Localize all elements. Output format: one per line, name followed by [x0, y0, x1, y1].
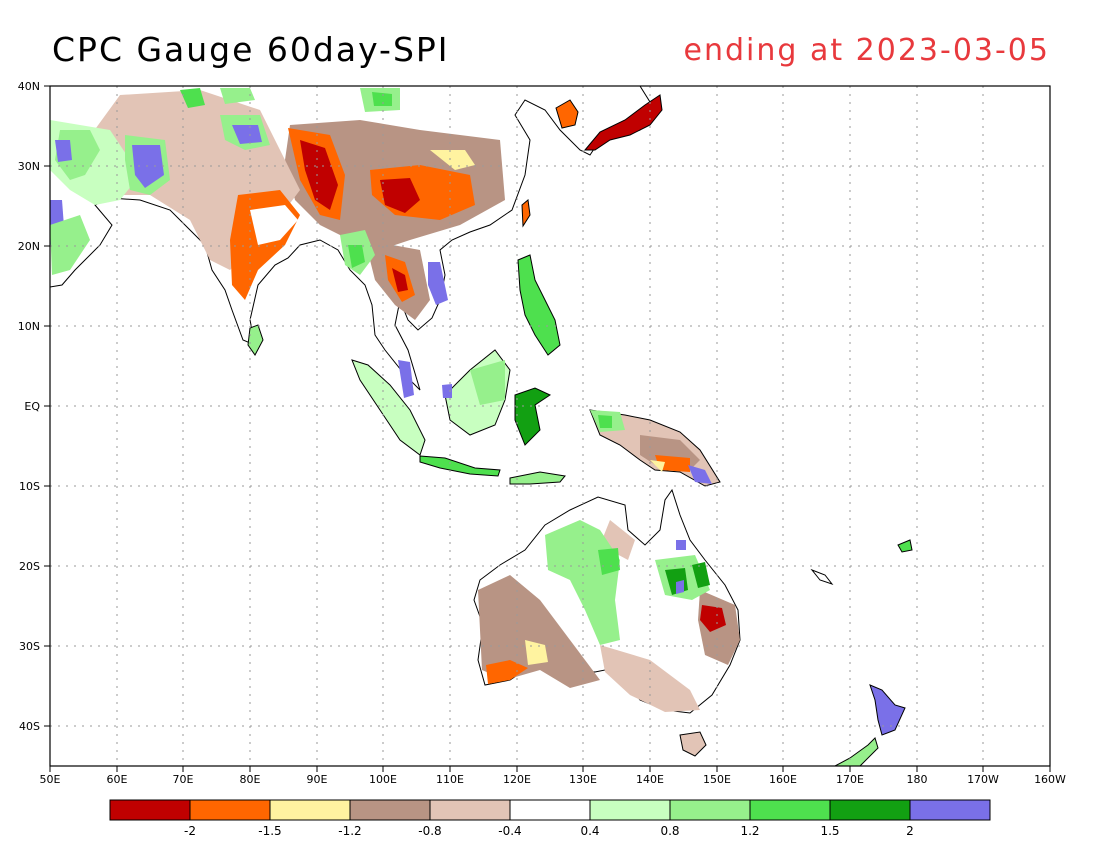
colorbar-swatch — [269, 799, 351, 821]
lon-label: 50E — [40, 773, 61, 786]
colorbar-label: 0.8 — [660, 824, 679, 838]
colorbar-label: 1.5 — [820, 824, 839, 838]
colorbar-label: 1.2 — [740, 824, 759, 838]
lat-label: 40N — [18, 80, 40, 93]
lon-labels: 50E 60E 70E 80E 90E 100E 110E 120E 130E … — [40, 773, 1067, 786]
lon-label: 140E — [636, 773, 664, 786]
lat-label: EQ — [24, 400, 40, 413]
sulawesi-land — [514, 387, 552, 446]
lat-labels: 40N 30N 20N 10N EQ 10S 20S 30S 40S — [18, 80, 41, 733]
colorbar-swatch — [429, 799, 511, 821]
lon-label: 170W — [967, 773, 999, 786]
lon-label: 150E — [703, 773, 731, 786]
lat-label: 30S — [19, 640, 40, 653]
lon-label: 160W — [1034, 773, 1066, 786]
colorbar-label: -0.8 — [418, 824, 441, 838]
lat-label: 20N — [18, 240, 40, 253]
lat-label: 10S — [19, 480, 40, 493]
lon-label: 170E — [836, 773, 864, 786]
map-subtitle: ending at 2023-03-05 — [683, 33, 1050, 68]
lon-label: 80E — [240, 773, 261, 786]
colorbar-label: -1.2 — [338, 824, 361, 838]
map-frame — [49, 85, 1051, 767]
lat-label: 10N — [18, 320, 40, 333]
colorbar-label: 0.4 — [580, 824, 599, 838]
java-land — [419, 455, 501, 477]
colorbar-label: -0.4 — [498, 824, 521, 838]
axis-ticks — [44, 85, 1051, 772]
sri-lanka-land — [247, 324, 264, 356]
colorbar-label: 2 — [906, 824, 914, 838]
map-plot — [50, 86, 1050, 766]
lat-label: 20S — [19, 560, 40, 573]
colorbar-label: -2 — [184, 824, 196, 838]
new-zealand-south — [834, 737, 879, 766]
colorbar-label: -1.5 — [258, 824, 281, 838]
colorbar-swatch — [189, 799, 271, 821]
colorbar-swatch — [829, 799, 911, 821]
map-title: CPC Gauge 60day-SPI — [52, 30, 450, 69]
lon-label: 160E — [769, 773, 797, 786]
tasmania-land — [679, 731, 707, 757]
colorbar-swatch — [509, 799, 591, 821]
taiwan-land — [521, 199, 531, 228]
sumatra-land — [351, 359, 426, 456]
colorbar: -2 -1.5 -1.2 -0.8 -0.4 0.4 0.8 1.2 1.5 2 — [109, 799, 991, 838]
lon-label: 90E — [307, 773, 328, 786]
japan-land — [583, 94, 663, 151]
lat-label: 30N — [18, 160, 40, 173]
new-caledonia — [810, 568, 834, 585]
colorbar-swatch — [109, 799, 191, 821]
lon-label: 60E — [107, 773, 128, 786]
lon-label: 130E — [569, 773, 597, 786]
colorbar-swatch — [909, 799, 991, 821]
colorbar-swatch — [669, 799, 751, 821]
lon-label: 180 — [907, 773, 928, 786]
colorbar-swatch — [749, 799, 831, 821]
korea-land — [555, 99, 579, 129]
lon-label: 100E — [369, 773, 397, 786]
new-zealand-north — [869, 684, 906, 736]
sunda-islands — [509, 471, 566, 485]
lon-label: 110E — [436, 773, 464, 786]
colorbar-swatch — [349, 799, 431, 821]
map-grid — [50, 86, 1050, 766]
colorbar-swatch — [589, 799, 671, 821]
philippines-land — [517, 254, 561, 356]
lon-label: 120E — [503, 773, 531, 786]
fiji — [897, 539, 913, 553]
lon-label: 70E — [173, 773, 194, 786]
lat-label: 40S — [19, 720, 40, 733]
